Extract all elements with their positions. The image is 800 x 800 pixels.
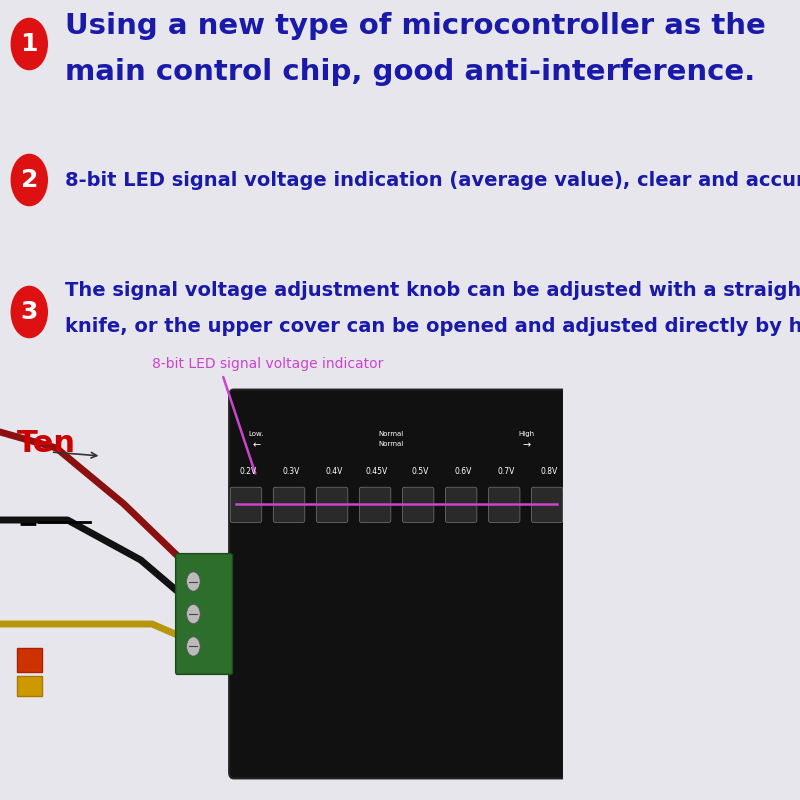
Text: 0.5V: 0.5V (411, 467, 429, 477)
Text: 8-bit LED signal voltage indication (average value), clear and accurate: 8-bit LED signal voltage indication (ave… (65, 170, 800, 190)
Text: main control chip, good anti-interference.: main control chip, good anti-interferenc… (65, 58, 755, 86)
Text: Normal: Normal (378, 430, 404, 437)
Text: 0.8V: 0.8V (540, 467, 558, 477)
Text: The signal voltage adjustment knob can be adjusted with a straight: The signal voltage adjustment knob can b… (65, 281, 800, 300)
FancyBboxPatch shape (176, 554, 233, 674)
Bar (17, 648, 42, 672)
Text: Low.: Low. (249, 430, 264, 437)
Text: −: − (17, 512, 38, 536)
Text: 0.6V: 0.6V (454, 467, 471, 477)
Text: 0.3V: 0.3V (282, 467, 299, 477)
Text: Ten: Ten (17, 430, 76, 458)
FancyBboxPatch shape (488, 487, 520, 522)
FancyBboxPatch shape (316, 487, 348, 522)
Text: Using a new type of microcontroller as the: Using a new type of microcontroller as t… (65, 12, 766, 40)
Circle shape (11, 286, 47, 338)
Text: →: → (522, 441, 530, 450)
Circle shape (186, 637, 200, 656)
FancyBboxPatch shape (402, 487, 434, 522)
Circle shape (186, 572, 200, 591)
Text: 3: 3 (21, 300, 38, 324)
Text: High: High (518, 430, 534, 437)
Circle shape (186, 605, 200, 624)
FancyBboxPatch shape (446, 487, 477, 522)
Text: 1: 1 (21, 32, 38, 56)
Text: 0.7V: 0.7V (497, 467, 514, 477)
Text: Normal: Normal (378, 441, 404, 447)
FancyBboxPatch shape (229, 390, 567, 778)
Text: knife, or the upper cover can be opened and adjusted directly by hand.: knife, or the upper cover can be opened … (65, 317, 800, 336)
FancyBboxPatch shape (531, 487, 563, 522)
Text: ←: ← (252, 441, 260, 450)
Text: 8-bit LED signal voltage indicator: 8-bit LED signal voltage indicator (152, 357, 383, 371)
Text: 0.45V: 0.45V (366, 467, 388, 477)
FancyBboxPatch shape (274, 487, 305, 522)
Circle shape (11, 154, 47, 206)
FancyBboxPatch shape (230, 487, 262, 522)
Bar (17, 676, 42, 696)
FancyBboxPatch shape (359, 487, 391, 522)
Text: 0.4V: 0.4V (325, 467, 342, 477)
Text: 0.2V: 0.2V (239, 467, 256, 477)
Circle shape (11, 18, 47, 70)
Text: 2: 2 (21, 168, 38, 192)
